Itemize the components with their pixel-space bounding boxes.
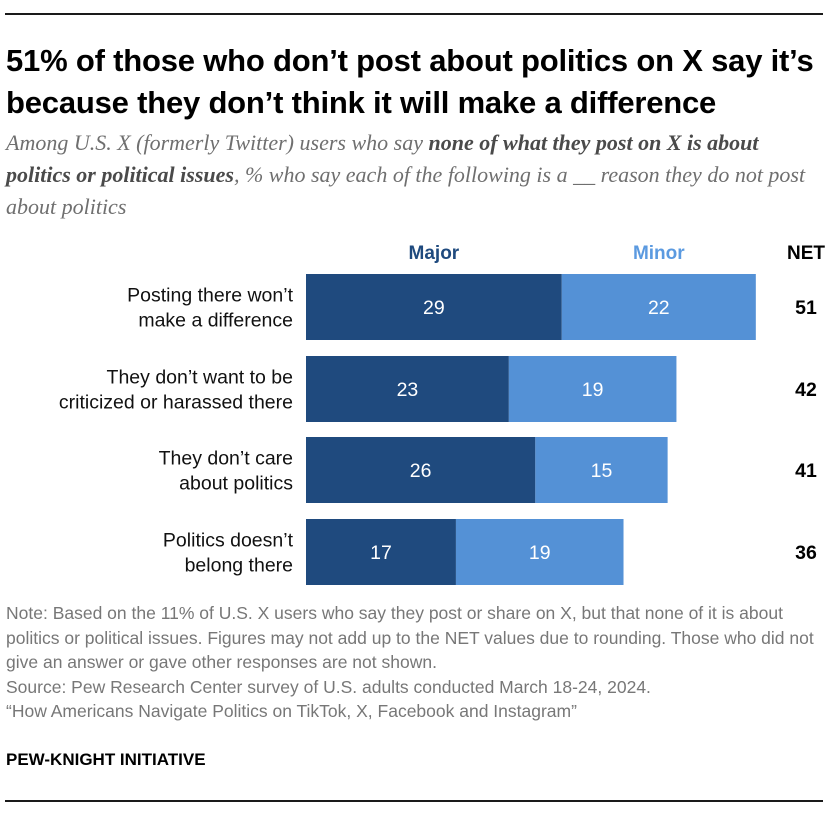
- net-value: 42: [795, 379, 817, 401]
- category-label: about politics: [179, 473, 293, 495]
- bar-minor: [561, 274, 756, 340]
- subtitle-tail: , % who say each of the following is a _…: [6, 162, 806, 219]
- source-text: Source: Pew Research Center survey of U.…: [6, 676, 651, 697]
- net-value: 36: [795, 542, 817, 564]
- data-label-minor: 19: [582, 379, 604, 401]
- chart-title: 51% of those who don’t post about politi…: [6, 43, 814, 120]
- data-label-major: 23: [397, 379, 419, 401]
- data-label-minor: 22: [648, 297, 670, 319]
- legend-major: Major: [409, 243, 460, 264]
- category-label: criticized or harassed there: [59, 392, 293, 414]
- bar-minor: [455, 519, 624, 585]
- data-label-minor: 19: [529, 542, 551, 564]
- net-value: 51: [795, 297, 817, 319]
- subtitle-lead: Among U.S. X (formerly Twitter) users wh…: [6, 130, 429, 155]
- notes-block: Note: Based on the 11% of U.S. X users w…: [6, 601, 826, 724]
- category-label: They don’t care: [159, 448, 293, 470]
- chart-subtitle: Among U.S. X (formerly Twitter) users wh…: [6, 127, 826, 223]
- bar-major: [306, 274, 562, 340]
- data-label-major: 17: [370, 542, 392, 564]
- bar-major: [306, 356, 509, 422]
- top-rule: [5, 13, 823, 15]
- data-label-minor: 15: [591, 460, 613, 482]
- bottom-rule: [5, 800, 823, 802]
- bar-minor: [535, 437, 668, 503]
- legend-minor: Minor: [633, 243, 685, 264]
- data-label-major: 26: [410, 460, 432, 482]
- category-label: Politics doesn’t: [163, 530, 294, 552]
- subtitle-emphasis: none of what they post on X is about pol…: [6, 130, 759, 187]
- bar-major: [306, 437, 536, 503]
- note-text: Note: Based on the 11% of U.S. X users w…: [6, 603, 814, 672]
- net-value: 41: [795, 460, 817, 482]
- category-label: They don’t want to be: [107, 367, 293, 389]
- category-label: Posting there won’t: [127, 285, 293, 307]
- bar-minor: [508, 356, 677, 422]
- bar-major: [306, 519, 456, 585]
- data-label-major: 29: [423, 297, 445, 319]
- category-label: belong there: [185, 555, 293, 577]
- report-title-text: “How Americans Navigate Politics on TikT…: [6, 701, 577, 721]
- brand-label: PEW-KNIGHT INITIATIVE: [6, 750, 206, 769]
- net-header: NET: [787, 243, 825, 264]
- category-label: make a difference: [138, 310, 293, 332]
